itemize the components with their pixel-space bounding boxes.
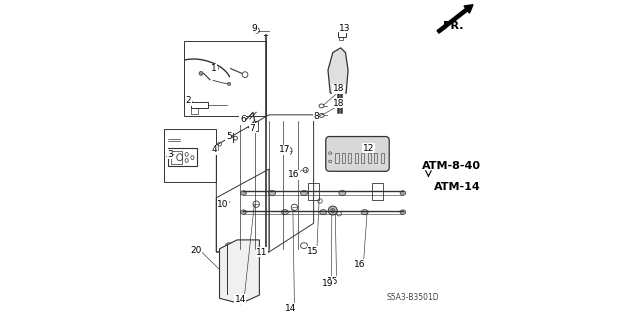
- Text: ATM-14: ATM-14: [433, 182, 480, 192]
- Bar: [372, 183, 383, 200]
- Text: S5A3-B3501D: S5A3-B3501D: [387, 293, 440, 302]
- Text: 9: 9: [252, 24, 257, 33]
- Text: 19: 19: [322, 279, 333, 288]
- Polygon shape: [220, 240, 259, 304]
- Text: 12: 12: [363, 144, 374, 153]
- Text: 16: 16: [354, 260, 365, 269]
- Bar: [348, 153, 351, 163]
- Bar: [168, 148, 197, 166]
- Text: 15: 15: [307, 247, 319, 256]
- Text: 7: 7: [250, 124, 255, 133]
- Ellipse shape: [282, 210, 289, 215]
- Bar: [342, 153, 345, 163]
- Text: 14: 14: [235, 295, 246, 304]
- Ellipse shape: [320, 210, 326, 215]
- Text: 2: 2: [186, 96, 191, 105]
- Bar: [308, 183, 319, 200]
- Bar: [381, 153, 384, 163]
- Ellipse shape: [199, 71, 203, 75]
- Ellipse shape: [227, 82, 230, 85]
- Ellipse shape: [400, 191, 406, 195]
- Text: 11: 11: [256, 248, 268, 256]
- Text: 15: 15: [327, 277, 339, 286]
- Ellipse shape: [301, 190, 308, 196]
- Text: 8: 8: [314, 112, 319, 121]
- Text: 18: 18: [333, 99, 344, 108]
- FancyBboxPatch shape: [326, 137, 389, 171]
- Bar: [367, 153, 371, 163]
- Text: 6: 6: [240, 115, 246, 124]
- Ellipse shape: [339, 190, 346, 196]
- Text: ATM-8-40: ATM-8-40: [422, 161, 481, 171]
- Ellipse shape: [331, 209, 335, 212]
- Bar: [255, 121, 259, 131]
- FancyArrow shape: [437, 5, 473, 33]
- Text: FR.: FR.: [443, 20, 463, 31]
- Polygon shape: [328, 48, 348, 93]
- Text: 3: 3: [167, 150, 173, 159]
- Ellipse shape: [269, 190, 276, 196]
- Ellipse shape: [361, 210, 368, 215]
- Bar: [335, 153, 339, 163]
- Ellipse shape: [241, 210, 246, 214]
- Text: 16: 16: [288, 170, 300, 179]
- Bar: [355, 153, 358, 163]
- Text: 20: 20: [191, 246, 202, 255]
- Ellipse shape: [400, 210, 406, 214]
- Bar: [337, 32, 346, 37]
- Bar: [191, 102, 208, 108]
- Bar: [339, 37, 343, 40]
- Text: 14: 14: [285, 304, 296, 313]
- Bar: [374, 153, 378, 163]
- Text: 5: 5: [226, 132, 232, 141]
- Ellipse shape: [241, 191, 246, 195]
- Text: 1: 1: [211, 64, 217, 73]
- Ellipse shape: [328, 206, 337, 215]
- Text: 4: 4: [211, 145, 217, 154]
- Text: 10: 10: [217, 200, 228, 209]
- Bar: [171, 151, 182, 164]
- Text: 17: 17: [278, 145, 290, 154]
- Text: 18: 18: [333, 84, 344, 93]
- Bar: [191, 108, 198, 114]
- Bar: [361, 153, 364, 163]
- Text: 13: 13: [339, 24, 351, 33]
